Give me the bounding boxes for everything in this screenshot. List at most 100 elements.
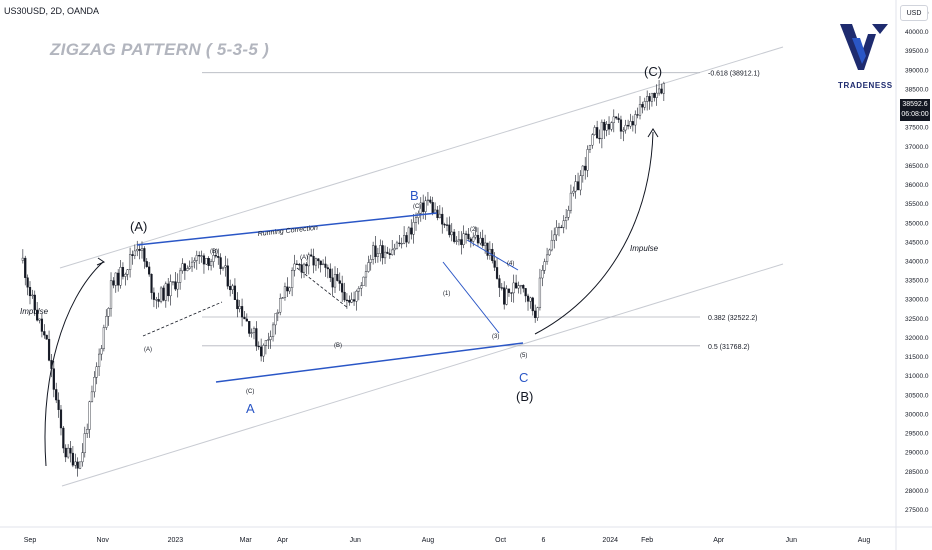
candle-down [260, 346, 263, 357]
candle-down [493, 260, 496, 268]
candle-down [631, 121, 634, 126]
candle-down [464, 233, 468, 235]
candle-down [207, 258, 210, 266]
candle-down [515, 282, 518, 289]
candle-down [410, 227, 413, 235]
candle-up [572, 190, 575, 194]
candle-up [414, 217, 418, 223]
y-tick-label: 29000.0 [905, 450, 929, 457]
candle-up [274, 313, 277, 326]
wave-label-minor-A: A [246, 401, 255, 416]
candle-up [369, 259, 372, 263]
candle-up [307, 254, 310, 267]
candle-up [181, 263, 184, 272]
y-tick-label: 38500.0 [905, 86, 929, 93]
candle-down [121, 267, 125, 277]
candle-up [536, 307, 539, 318]
sub-wave-dash [142, 301, 223, 337]
candle-down [619, 119, 623, 132]
candle-down [76, 461, 79, 469]
candle-down [295, 263, 298, 265]
candle-up [424, 200, 427, 212]
candle-up [176, 282, 179, 290]
currency-button[interactable]: USD [900, 5, 928, 21]
candle-down [317, 258, 320, 262]
candle-down [112, 280, 115, 286]
impulse-curve-right [534, 131, 654, 335]
candle-up [529, 297, 532, 302]
candle-down [236, 299, 239, 310]
impulse-annotation-left: Impulse [20, 307, 49, 316]
candle-up [586, 149, 589, 171]
candle-up [107, 308, 110, 317]
candle-down [117, 272, 120, 286]
y-tick-label: 35000.0 [905, 220, 929, 227]
candle-up [612, 116, 615, 123]
candle-up [114, 272, 117, 286]
x-tick-label: Jun [786, 537, 797, 544]
candle-down [174, 281, 177, 290]
candle-up [610, 122, 613, 130]
candle-down [219, 257, 222, 269]
candle-up [124, 273, 127, 277]
candle-down [531, 297, 534, 312]
candle-up [548, 249, 551, 256]
candle-up [624, 124, 627, 131]
candle-down [660, 88, 663, 94]
y-tick-label: 27500.0 [905, 507, 929, 514]
y-tick-label: 31000.0 [905, 373, 929, 380]
candle-up [462, 233, 465, 245]
candle-down [526, 295, 530, 302]
candle-up [171, 281, 175, 283]
candle-down [481, 237, 484, 246]
candle-down [486, 242, 489, 256]
candle-up [355, 290, 358, 302]
candle-up [379, 245, 382, 254]
candle-up [555, 227, 558, 236]
candle-up [512, 282, 515, 294]
candle-up [276, 311, 279, 314]
y-tick-label: 35500.0 [905, 201, 929, 208]
candle-down [162, 287, 165, 301]
candle-up [650, 92, 654, 102]
candle-down [40, 318, 44, 332]
candle-down [255, 328, 258, 347]
candle-down [152, 292, 156, 300]
candle-up [136, 248, 139, 252]
candle-up [169, 281, 172, 297]
candle-up [78, 461, 82, 469]
wave-base-line [215, 342, 524, 383]
candle-up [179, 270, 182, 283]
candle-up [283, 286, 287, 298]
impulse-channel-upper [466, 239, 519, 271]
candle-down [560, 226, 563, 229]
candle-down [305, 263, 308, 267]
candle-down [62, 427, 65, 449]
candle-down [341, 283, 344, 293]
candle-up [655, 92, 658, 98]
candle-down [615, 116, 618, 119]
candle-up [264, 340, 268, 346]
impulse-channel-lower [442, 261, 500, 334]
candle-down [534, 310, 537, 318]
impulse-curve-left [44, 261, 104, 467]
candle-up [657, 88, 661, 94]
candle-down [233, 285, 237, 301]
y-tick-label: 28000.0 [905, 488, 929, 495]
symbol-label[interactable]: US30USD, 2D, OANDA [4, 6, 100, 16]
candle-down [648, 96, 651, 102]
candle-up [438, 213, 441, 219]
candle-up [86, 429, 89, 434]
channel-upper-line [59, 46, 784, 269]
candle-up [293, 263, 296, 271]
candle-down [467, 233, 470, 240]
candle-up [83, 433, 86, 453]
brand-logo [840, 24, 888, 70]
candle-down [157, 299, 160, 302]
candle-down [381, 245, 384, 259]
x-tick-label: Jun [350, 537, 361, 544]
sub-wave-label: (C) [413, 204, 421, 210]
candle-down [398, 242, 401, 244]
candle-up [403, 235, 406, 244]
